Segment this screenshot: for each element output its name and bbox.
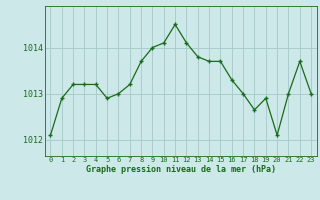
X-axis label: Graphe pression niveau de la mer (hPa): Graphe pression niveau de la mer (hPa)	[86, 165, 276, 174]
